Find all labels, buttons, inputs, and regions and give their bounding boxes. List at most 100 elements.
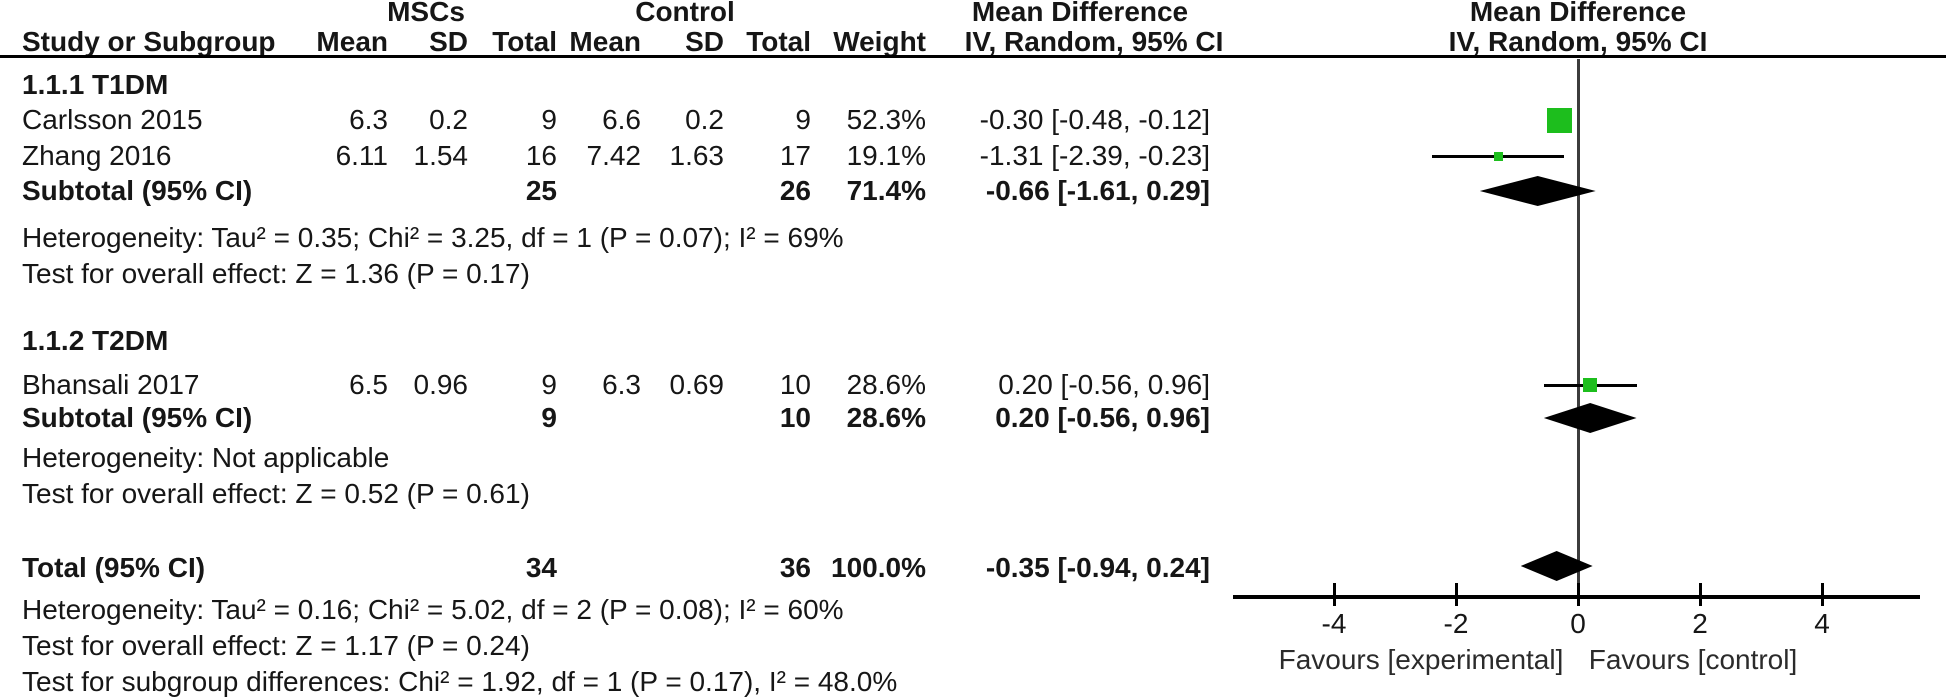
mscs-total: 9 <box>541 369 557 400</box>
column-header-iv-random: IV, Random, 95% CI <box>964 26 1224 57</box>
mscs-total: 34 <box>525 552 557 583</box>
mscs-total: 9 <box>541 104 557 135</box>
subgroup-2-subtotal-row: Subtotal (95% CI) 9 10 28.6% 0.20 [-0.56… <box>0 403 1946 433</box>
zero-line <box>1576 59 1580 597</box>
control-sd: 0.69 <box>669 369 725 400</box>
effect-square <box>1583 378 1598 392</box>
subgroup-1-heterogeneity: Heterogeneity: Tau² = 0.35; Chi² = 3.25,… <box>0 223 1946 253</box>
mscs-sd: 0.96 <box>413 369 469 400</box>
mscs-total: 16 <box>525 140 557 171</box>
subgroup-1-title-row: 1.1.1 T1DM <box>0 70 1946 100</box>
x-axis-tick-label: 4 <box>1814 608 1830 639</box>
total-heterogeneity: Heterogeneity: Tau² = 0.16; Chi² = 5.02,… <box>0 595 1946 625</box>
control-mean: 6.6 <box>602 104 641 135</box>
overall-effect-text: Test for overall effect: Z = 1.17 (P = 0… <box>22 630 530 661</box>
control-sd: 0.2 <box>685 104 724 135</box>
group-header-mscs: MSCs <box>387 0 465 27</box>
total-row: Total (95% CI) 34 36 100.0% -0.35 [-0.94… <box>0 553 1946 583</box>
heterogeneity-text: Heterogeneity: Tau² = 0.35; Chi² = 3.25,… <box>22 222 844 253</box>
subgroup-differences: Test for subgroup differences: Chi² = 1.… <box>0 667 1946 697</box>
mscs-mean: 6.11 <box>335 140 388 171</box>
plot-header-mean-difference: Mean Difference <box>1469 0 1687 27</box>
total-overall-effect: Test for overall effect: Z = 1.17 (P = 0… <box>0 631 1946 661</box>
ci-value: 0.20 [-0.56, 0.96] <box>998 369 1210 400</box>
column-header-mscs-mean: Mean <box>316 26 388 57</box>
x-axis-tick <box>1698 583 1702 606</box>
group-header-row: MSCs Control Mean Difference Mean Differ… <box>0 0 1946 27</box>
plot-header-iv-random: IV, Random, 95% CI <box>1448 26 1708 57</box>
column-header-row: Study or Subgroup Mean SD Total Mean SD … <box>0 27 1946 57</box>
column-header-weight: Weight <box>833 26 926 57</box>
group-header-control: Control <box>635 0 735 27</box>
ci-value: -1.31 [-2.39, -0.23] <box>979 140 1210 171</box>
ci-value: -0.66 [-1.61, 0.29] <box>985 175 1210 206</box>
header-rule <box>0 55 1946 58</box>
pooled-diamond <box>1520 551 1593 581</box>
total-label: Total (95% CI) <box>22 552 206 583</box>
heterogeneity-text: Heterogeneity: Tau² = 0.16; Chi² = 5.02,… <box>22 594 844 625</box>
study-name: Carlsson 2015 <box>22 104 203 135</box>
heterogeneity-text: Heterogeneity: Not applicable <box>22 442 390 473</box>
mscs-total: 25 <box>525 175 557 206</box>
weight-value: 28.6% <box>846 402 926 433</box>
control-total: 10 <box>779 402 811 433</box>
column-header-mscs-sd: SD <box>429 26 468 57</box>
control-total: 9 <box>795 104 811 135</box>
ci-value: 0.20 [-0.56, 0.96] <box>995 402 1210 433</box>
control-total: 17 <box>779 140 811 171</box>
control-total: 36 <box>779 552 811 583</box>
study-row-carlsson-2015: Carlsson 2015 6.3 0.2 9 6.6 0.2 9 52.3% … <box>0 105 1946 135</box>
x-axis-tick-label: 0 <box>1570 608 1586 639</box>
column-header-mean-difference: Mean Difference <box>971 0 1189 27</box>
weight-value: 28.6% <box>846 369 926 400</box>
x-axis-tick <box>1576 583 1580 606</box>
weight-value: 52.3% <box>846 104 926 135</box>
column-header-mscs-total: Total <box>492 26 557 57</box>
column-header-study: Study or Subgroup <box>22 26 276 57</box>
overall-effect-text: Test for overall effect: Z = 0.52 (P = 0… <box>22 478 530 509</box>
pooled-diamond <box>1543 403 1637 433</box>
column-header-control-sd: SD <box>685 26 724 57</box>
x-axis-tick-label: -4 <box>1321 608 1347 639</box>
favours-control-label: Favours [control] <box>1588 644 1798 675</box>
favours-experimental-label: Favours [experimental] <box>1278 644 1564 675</box>
control-mean: 7.42 <box>586 140 642 171</box>
x-axis-tick <box>1332 583 1336 606</box>
weight-value: 71.4% <box>846 175 926 206</box>
mscs-total: 9 <box>541 402 557 433</box>
control-total: 26 <box>779 175 811 206</box>
ci-value: -0.30 [-0.48, -0.12] <box>979 104 1210 135</box>
column-header-control-mean: Mean <box>569 26 641 57</box>
subtotal-label: Subtotal (95% CI) <box>22 175 253 206</box>
overall-effect-text: Test for overall effect: Z = 1.36 (P = 0… <box>22 258 530 289</box>
effect-square <box>1493 151 1503 161</box>
control-sd: 1.63 <box>669 140 725 171</box>
subgroup-1-title: 1.1.1 T1DM <box>22 69 169 100</box>
ci-value: -0.35 [-0.94, 0.24] <box>985 552 1210 583</box>
x-axis-tick <box>1454 583 1458 606</box>
subgroup-1-subtotal-row: Subtotal (95% CI) 25 26 71.4% -0.66 [-1.… <box>0 176 1946 206</box>
control-total: 10 <box>779 369 811 400</box>
study-name: Zhang 2016 <box>22 140 172 171</box>
subtotal-label: Subtotal (95% CI) <box>22 402 253 433</box>
mscs-mean: 6.5 <box>349 369 388 400</box>
subgroup-2-title-row: 1.1.2 T2DM <box>0 326 1946 356</box>
column-header-control-total: Total <box>746 26 811 57</box>
x-axis-tick-label: -2 <box>1443 608 1469 639</box>
study-row-zhang-2016: Zhang 2016 6.11 1.54 16 7.42 1.63 17 19.… <box>0 141 1946 171</box>
weight-value: 19.1% <box>846 140 926 171</box>
subgroup-1-overall-effect: Test for overall effect: Z = 1.36 (P = 0… <box>0 259 1946 289</box>
subgroup-diff-text: Test for subgroup differences: Chi² = 1.… <box>22 666 898 697</box>
x-axis-tick-label: 2 <box>1692 608 1708 639</box>
study-row-bhansali-2017: Bhansali 2017 6.5 0.96 9 6.3 0.69 10 28.… <box>0 370 1946 400</box>
mscs-sd: 1.54 <box>413 140 469 171</box>
weight-value: 100.0% <box>831 552 926 583</box>
x-axis-tick <box>1820 583 1824 606</box>
effect-square <box>1547 107 1573 133</box>
subgroup-2-heterogeneity: Heterogeneity: Not applicable <box>0 443 1946 473</box>
subgroup-2-overall-effect: Test for overall effect: Z = 0.52 (P = 0… <box>0 479 1946 509</box>
mscs-sd: 0.2 <box>429 104 468 135</box>
control-mean: 6.3 <box>602 369 641 400</box>
